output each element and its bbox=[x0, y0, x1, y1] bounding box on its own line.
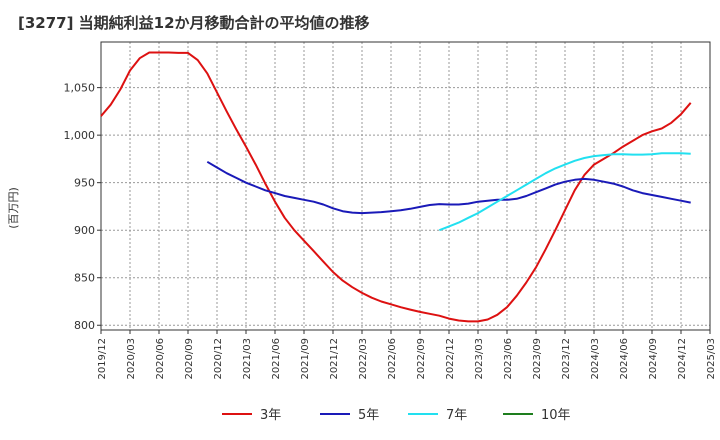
series-layer bbox=[100, 51, 692, 323]
x-tick-label: 2020/12 bbox=[213, 338, 224, 380]
y-tick-label: 1,050 bbox=[64, 82, 96, 95]
x-tick-label: 2022/09 bbox=[416, 338, 427, 380]
legend-label-7年: 7年 bbox=[446, 408, 467, 423]
axis-layer: 800 850 900 950 1,000 1,050 2019/12 2020/03 2020… bbox=[64, 41, 717, 380]
legend: 3年 5年 7年 10年 bbox=[222, 408, 571, 423]
legend-label-3年: 3年 bbox=[260, 408, 281, 423]
legend-label-5年: 5年 bbox=[358, 408, 379, 423]
x-tick-label: 2024/06 bbox=[619, 338, 630, 380]
x-tick-label: 2023/12 bbox=[561, 338, 572, 380]
x-tick-label: 2022/12 bbox=[445, 338, 456, 380]
y-tick-label: 900 bbox=[74, 224, 95, 237]
x-tick-label: 2020/03 bbox=[126, 338, 137, 380]
x-tick-label: 2024/12 bbox=[677, 338, 688, 380]
x-tick-label: 2021/09 bbox=[300, 338, 311, 380]
x-tick-label: 2019/12 bbox=[97, 338, 108, 380]
x-tick-label: 2023/09 bbox=[532, 338, 543, 380]
chart-title: [3277] 当期純利益12か月移動合計の平均値の推移 bbox=[18, 14, 370, 32]
x-tick-label: 2025/03 bbox=[706, 338, 717, 380]
y-tick-label: 1,000 bbox=[64, 129, 96, 142]
x-tick-label: 2021/03 bbox=[242, 338, 253, 380]
plot-area-border bbox=[100, 41, 711, 331]
series-line-7年 bbox=[438, 152, 691, 232]
series-line-5年 bbox=[206, 160, 691, 215]
y-tick-label: 850 bbox=[74, 272, 95, 285]
legend-label-10年: 10年 bbox=[541, 408, 571, 423]
x-tick-label: 2023/06 bbox=[503, 338, 514, 380]
x-tick-label: 2021/06 bbox=[271, 338, 282, 380]
x-tick-label: 2024/09 bbox=[648, 338, 659, 380]
y-tick-label: 950 bbox=[74, 177, 95, 190]
x-tick-label: 2022/03 bbox=[358, 338, 369, 380]
y-tick-label: 800 bbox=[74, 319, 95, 332]
x-tick-label: 2022/06 bbox=[387, 338, 398, 380]
x-tick-label: 2020/06 bbox=[155, 338, 166, 380]
grid-layer bbox=[100, 42, 711, 330]
x-tick-label: 2024/03 bbox=[590, 338, 601, 380]
y-axis-label: (百万円) bbox=[7, 187, 20, 229]
x-tick-label: 2023/03 bbox=[474, 338, 485, 380]
x-tick-label: 2021/12 bbox=[329, 338, 340, 380]
x-tick-label: 2020/09 bbox=[184, 338, 195, 380]
series-line-3年 bbox=[100, 51, 692, 323]
